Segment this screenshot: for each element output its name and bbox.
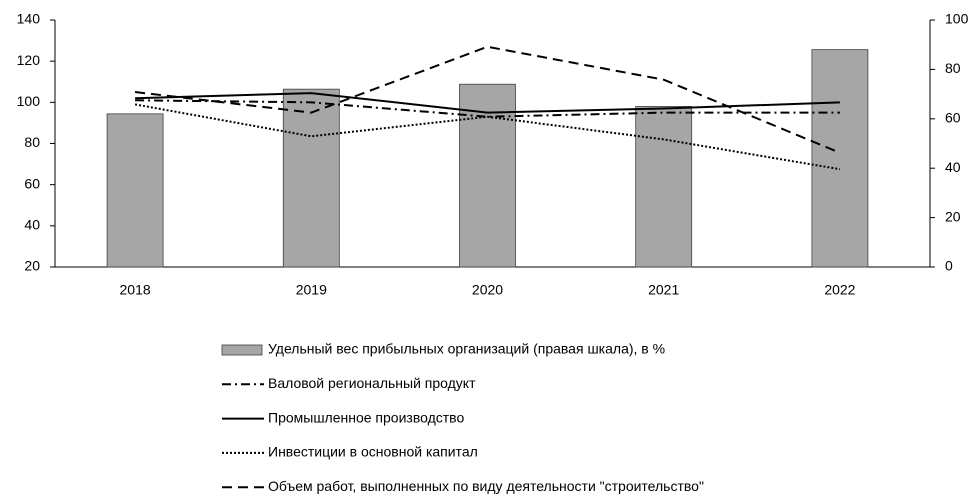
bar <box>459 83 516 268</box>
bar <box>811 49 869 268</box>
legend-label: Удельный вес прибыльных организаций (пра… <box>268 341 665 357</box>
y-tick-label: 120 <box>17 52 41 68</box>
legend-label: Валовой региональный продукт <box>268 375 476 391</box>
line <box>135 92 840 114</box>
x-tick-label: 2018 <box>120 282 151 298</box>
y-tick-label: 20 <box>24 258 40 274</box>
y2-tick-label: 20 <box>945 208 961 224</box>
legend-swatch <box>221 344 263 356</box>
y2-tick-label: 0 <box>945 258 953 274</box>
line <box>135 99 840 118</box>
bar <box>282 88 340 268</box>
line <box>134 103 841 171</box>
y-tick-label: 100 <box>17 93 41 109</box>
x-tick-label: 2022 <box>824 282 855 298</box>
x-tick-label: 2021 <box>648 282 679 298</box>
legend-label: Объем работ, выполненных по виду деятель… <box>268 478 704 494</box>
y2-tick-label: 40 <box>945 159 961 175</box>
y2-tick-label: 80 <box>945 60 961 76</box>
y-tick-label: 140 <box>17 11 41 27</box>
y-tick-label: 40 <box>24 217 40 233</box>
legend-label: Инвестиции в основной капитал <box>268 444 478 460</box>
x-tick-label: 2020 <box>472 282 503 298</box>
legend-label: Промышленное производство <box>268 409 464 425</box>
y2-tick-label: 100 <box>945 11 969 27</box>
y2-tick-label: 60 <box>945 110 961 126</box>
y-tick-label: 80 <box>24 134 40 150</box>
x-tick-label: 2019 <box>296 282 327 298</box>
bar <box>106 113 164 268</box>
y-tick-label: 60 <box>24 175 40 191</box>
bar <box>635 106 693 268</box>
line <box>134 45 841 154</box>
